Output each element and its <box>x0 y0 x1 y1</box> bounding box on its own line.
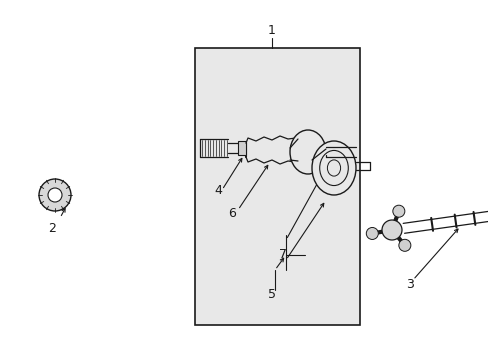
Ellipse shape <box>311 141 355 195</box>
Bar <box>238 141 245 155</box>
Text: 7: 7 <box>279 248 286 261</box>
Ellipse shape <box>39 179 71 211</box>
Ellipse shape <box>392 205 404 217</box>
Text: 1: 1 <box>267 23 275 36</box>
Ellipse shape <box>48 188 62 202</box>
Bar <box>195 48 359 325</box>
Ellipse shape <box>398 239 410 251</box>
Text: 4: 4 <box>214 184 222 197</box>
Text: 6: 6 <box>227 207 235 220</box>
Ellipse shape <box>289 130 325 174</box>
Text: 3: 3 <box>405 279 413 292</box>
Text: 5: 5 <box>267 288 275 302</box>
Ellipse shape <box>366 228 378 239</box>
Ellipse shape <box>381 220 401 240</box>
Text: 2: 2 <box>48 221 56 234</box>
